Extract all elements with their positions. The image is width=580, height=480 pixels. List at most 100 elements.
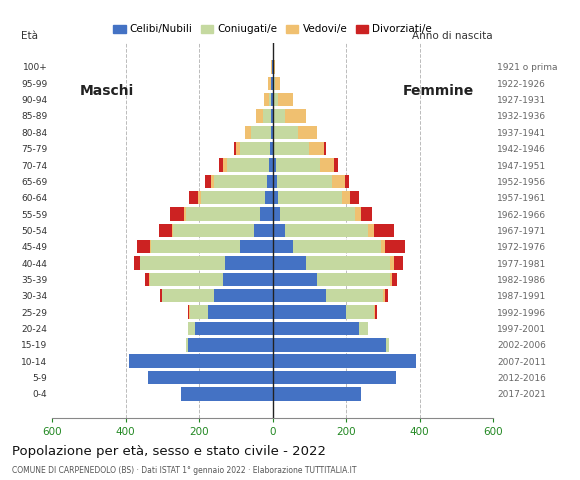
Bar <box>201 191 265 204</box>
Bar <box>188 338 273 351</box>
Bar <box>271 93 273 106</box>
Bar <box>150 240 151 253</box>
Bar <box>150 273 223 286</box>
Bar <box>298 126 317 139</box>
Bar <box>170 207 184 221</box>
Bar <box>285 109 306 123</box>
Bar <box>129 355 273 368</box>
Bar <box>306 256 390 270</box>
Bar <box>173 224 254 237</box>
Bar <box>273 142 274 156</box>
Bar <box>390 273 392 286</box>
Bar <box>390 256 394 270</box>
Bar <box>198 191 201 204</box>
Bar <box>269 93 271 106</box>
Bar <box>189 191 198 204</box>
Bar <box>270 142 273 156</box>
Bar <box>342 191 350 204</box>
Bar <box>211 175 214 188</box>
Bar <box>275 77 280 90</box>
Bar <box>280 207 355 221</box>
Bar <box>273 207 280 221</box>
Bar <box>269 158 273 172</box>
Bar <box>223 158 227 172</box>
Bar <box>293 240 381 253</box>
Bar <box>278 93 293 106</box>
Bar <box>320 158 334 172</box>
Text: COMUNE DI CARPENEDOLO (BS) · Dati ISTAT 1° gennaio 2022 · Elaborazione TUTTITALI: COMUNE DI CARPENEDOLO (BS) · Dati ISTAT … <box>12 466 356 475</box>
Bar <box>188 305 189 319</box>
Bar <box>375 305 378 319</box>
Bar <box>140 256 225 270</box>
Bar <box>274 142 309 156</box>
Bar <box>273 93 274 106</box>
Bar <box>145 273 149 286</box>
Bar <box>272 60 273 73</box>
Bar <box>240 142 270 156</box>
Bar <box>273 77 274 90</box>
Bar <box>263 109 271 123</box>
Bar <box>223 273 273 286</box>
Bar <box>386 338 389 351</box>
Bar <box>267 175 273 188</box>
Bar <box>309 142 324 156</box>
Bar <box>148 371 273 384</box>
Legend: Celibi/Nubili, Coniugati/e, Vedovi/e, Divorziati/e: Celibi/Nubili, Coniugati/e, Vedovi/e, Di… <box>109 20 436 39</box>
Bar <box>394 256 403 270</box>
Bar <box>374 224 394 237</box>
Bar <box>277 175 332 188</box>
Bar <box>195 322 273 335</box>
Bar <box>186 338 188 351</box>
Bar <box>334 158 338 172</box>
Bar <box>265 191 273 204</box>
Bar <box>137 240 150 253</box>
Bar <box>240 240 273 253</box>
Bar <box>236 142 240 156</box>
Bar <box>273 355 416 368</box>
Bar <box>345 175 349 188</box>
Bar <box>273 273 317 286</box>
Bar <box>359 322 368 335</box>
Bar <box>273 158 275 172</box>
Bar <box>254 224 273 237</box>
Text: Maschi: Maschi <box>80 84 135 98</box>
Bar <box>374 305 375 319</box>
Bar <box>324 142 326 156</box>
Bar <box>149 273 150 286</box>
Bar <box>392 273 397 286</box>
Bar <box>273 387 361 401</box>
Bar <box>361 207 372 221</box>
Bar <box>260 207 273 221</box>
Bar <box>350 191 359 204</box>
Bar <box>383 289 385 302</box>
Bar <box>385 240 405 253</box>
Bar <box>205 175 211 188</box>
Bar <box>225 256 273 270</box>
Bar <box>159 224 172 237</box>
Bar <box>274 109 285 123</box>
Bar <box>273 289 326 302</box>
Bar <box>268 77 271 90</box>
Bar <box>227 158 269 172</box>
Bar <box>256 109 263 123</box>
Bar <box>214 289 273 302</box>
Bar <box>273 175 277 188</box>
Bar <box>273 109 274 123</box>
Bar <box>326 289 383 302</box>
Bar <box>332 175 345 188</box>
Bar <box>273 191 278 204</box>
Bar <box>273 224 285 237</box>
Bar <box>346 305 374 319</box>
Bar <box>317 273 390 286</box>
Bar <box>184 207 186 221</box>
Bar <box>368 224 374 237</box>
Bar <box>273 240 293 253</box>
Bar <box>264 93 269 106</box>
Bar <box>273 338 386 351</box>
Bar <box>160 289 162 302</box>
Bar <box>271 60 272 73</box>
Bar <box>273 322 359 335</box>
Bar <box>274 126 298 139</box>
Bar <box>181 387 273 401</box>
Bar <box>134 256 140 270</box>
